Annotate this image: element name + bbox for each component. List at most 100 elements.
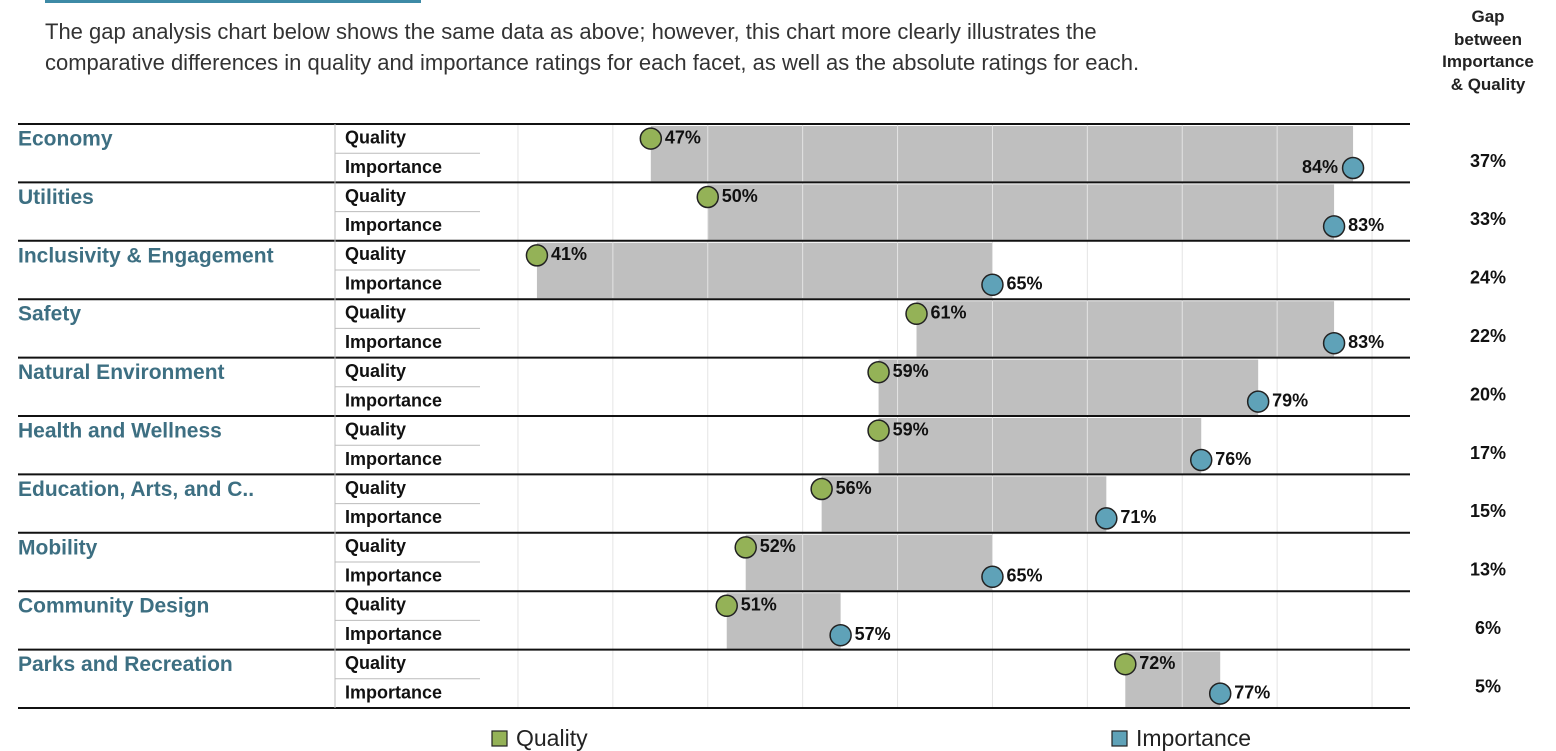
- value-label: 72%: [1139, 653, 1175, 673]
- value-label: 84%: [1302, 157, 1338, 177]
- series-row-label: Importance: [345, 390, 442, 410]
- category-label: Utilities: [18, 186, 94, 209]
- series-row-label: Quality: [345, 536, 406, 556]
- dot: [639, 127, 663, 150]
- gap-header-line: Importance: [1442, 52, 1534, 71]
- series-row-label: Importance: [345, 332, 442, 352]
- category-label: Education, Arts, and C..: [18, 478, 254, 501]
- dot: [810, 477, 833, 501]
- gap-label: 5%: [1475, 676, 1501, 696]
- gap-label: 33%: [1470, 209, 1506, 229]
- legend-label: Importance: [1136, 725, 1251, 751]
- value-label: 56%: [836, 478, 872, 498]
- value-label: 71%: [1120, 507, 1156, 527]
- category-label: Parks and Recreation: [18, 653, 233, 676]
- dot: [1189, 448, 1213, 472]
- value-label: 77%: [1234, 682, 1270, 702]
- dot: [1208, 682, 1232, 705]
- series-row-label: Importance: [345, 274, 442, 294]
- category-label: Mobility: [18, 536, 98, 559]
- category-label: Health and Wellness: [18, 420, 222, 443]
- gap-bar: [707, 184, 1335, 240]
- intro-text: The gap analysis chart below shows the s…: [45, 19, 1140, 75]
- series-row-label: Importance: [345, 682, 442, 702]
- series-row-label: Quality: [345, 303, 406, 323]
- value-label: 50%: [722, 186, 758, 206]
- gap-bar: [1125, 651, 1221, 707]
- value-label: 47%: [665, 127, 701, 147]
- dot: [1322, 331, 1346, 355]
- gap-label: 24%: [1470, 268, 1506, 288]
- series-row-label: Importance: [345, 507, 442, 527]
- series-row-label: Quality: [345, 653, 406, 673]
- value-label: 59%: [893, 361, 929, 381]
- value-label: 83%: [1348, 332, 1384, 352]
- value-label: 76%: [1215, 449, 1251, 469]
- dot: [905, 302, 928, 326]
- category-label: Inclusivity & Engagement: [18, 244, 274, 267]
- gap-label: 15%: [1470, 501, 1506, 521]
- value-label: 65%: [1006, 566, 1042, 586]
- dot: [1322, 215, 1346, 238]
- gap-label: 13%: [1470, 560, 1506, 580]
- series-row-label: Quality: [345, 244, 406, 264]
- gap-bar: [821, 476, 1107, 532]
- gap-label: 22%: [1470, 326, 1506, 346]
- gap-bar: [650, 126, 1354, 182]
- dot: [829, 623, 852, 647]
- category-label: Community Design: [18, 595, 209, 618]
- series-row-label: Importance: [345, 215, 442, 235]
- gap-bar: [536, 242, 993, 299]
- gap-header-line: & Quality: [1450, 74, 1526, 94]
- series-row-label: Quality: [345, 127, 406, 147]
- value-label: 41%: [551, 244, 587, 264]
- value-label: 79%: [1272, 390, 1308, 410]
- legend-swatch: [1111, 730, 1128, 747]
- series-row-label: Quality: [345, 478, 406, 498]
- category-label: Natural Environment: [18, 361, 225, 384]
- gap-bar: [878, 359, 1259, 415]
- dot: [981, 565, 1004, 589]
- header-link-underline: [45, 0, 421, 3]
- legend-label: Quality: [516, 725, 588, 751]
- gap-header: Gap between Importance & Quality: [1418, 6, 1556, 96]
- gap-bar: [726, 593, 841, 649]
- gap-header-line: Gap: [1471, 7, 1505, 26]
- value-label: 57%: [855, 624, 891, 644]
- dot: [1341, 156, 1365, 180]
- dot: [981, 273, 1004, 297]
- value-label: 51%: [741, 595, 777, 615]
- gap-header-line: between: [1453, 29, 1523, 49]
- series-row-label: Quality: [345, 419, 406, 439]
- gap-label: 6%: [1475, 618, 1501, 638]
- legend-swatch: [491, 730, 508, 747]
- dot: [715, 594, 738, 618]
- series-row-label: Quality: [345, 361, 406, 381]
- series-row-label: Importance: [345, 566, 442, 586]
- dot: [867, 419, 890, 442]
- dot: [525, 244, 549, 267]
- series-row-label: Quality: [345, 186, 406, 206]
- value-label: 83%: [1348, 215, 1384, 235]
- dot: [696, 185, 720, 209]
- dot: [1095, 507, 1118, 530]
- value-label: 59%: [893, 419, 929, 439]
- dot: [1246, 390, 1270, 413]
- gap-bar: [745, 534, 993, 591]
- category-label: Economy: [18, 128, 113, 151]
- series-row-label: Quality: [345, 595, 406, 615]
- series-row-label: Importance: [345, 449, 442, 469]
- dot: [734, 536, 757, 559]
- gap-label: 20%: [1470, 384, 1506, 404]
- dot: [1114, 652, 1137, 676]
- gap-label: 17%: [1470, 443, 1506, 463]
- series-row-label: Importance: [345, 624, 442, 644]
- gap-bar: [916, 301, 1335, 357]
- value-label: 65%: [1006, 274, 1042, 294]
- gap-label: 37%: [1470, 151, 1506, 171]
- dot: [867, 360, 890, 384]
- value-label: 61%: [931, 303, 967, 323]
- series-row-label: Importance: [345, 157, 442, 177]
